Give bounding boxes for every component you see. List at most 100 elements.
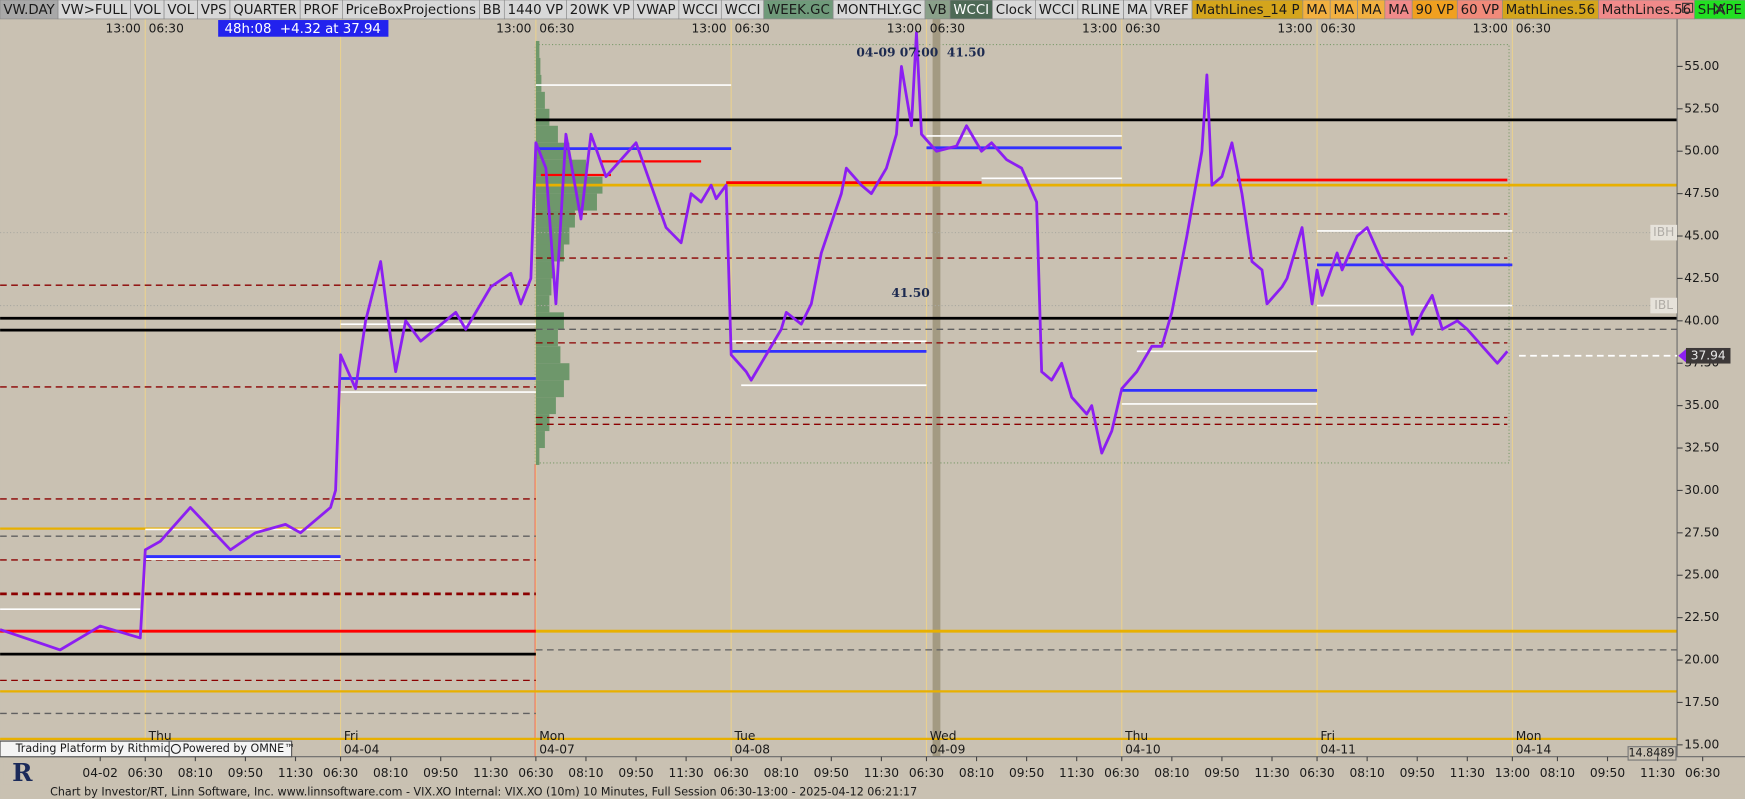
restore-button[interactable] [1682,2,1694,13]
footer-text: Chart by Investor/RT, Linn Software, Inc… [50,785,917,798]
volume-profile-bar [535,346,561,364]
session-open-label: 06:30 [1516,21,1551,35]
volume-profile-bar [535,40,540,58]
ib-box [1650,224,1678,241]
volume-profile-bar [535,448,540,465]
toolbar-button-label[interactable]: WCCI [1039,3,1075,18]
x-tick-label: 09:50 [1204,766,1239,780]
x-tick-label: 08:10 [764,766,799,780]
session-open-label: 06:30 [1125,21,1160,35]
x-tick-label: 11:30 [473,766,508,780]
x-tick-label: 09:50 [1590,766,1625,780]
annotation: 41.50 [891,286,929,300]
session-open-label: 06:30 [735,21,770,35]
x-tick-label: 11:30 [1640,766,1675,780]
toolbar-button-label[interactable]: 20WK VP [570,3,630,18]
weekday-label: Mon [1516,729,1542,743]
toolbar-button-label[interactable]: MA [1127,3,1149,18]
volume-profile-bar [535,295,550,313]
toolbar-button-label[interactable]: VB [928,3,946,18]
session-open-label: 06:30 [930,21,965,35]
date-label: 04-08 [735,743,771,757]
toolbar-button-label[interactable]: 60 VP [1461,3,1499,18]
toolbar-button-label[interactable]: MA [1361,3,1383,18]
toolbar-button-label[interactable]: VW.DAY [3,3,55,18]
y-tick-label: 20.00 [1684,653,1719,667]
toolbar-button-label[interactable]: Clock [996,3,1033,18]
x-tick-label: 04-02 [82,766,118,780]
toolbar-button-label[interactable]: MA [1334,3,1356,18]
x-tick-label: 11:30 [278,766,313,780]
toolbar-button-label[interactable]: VOL [167,3,194,18]
toolbar-button-label[interactable]: VWAP [637,3,676,18]
status-text: 48h:08 +4.32 at 37.94 [225,22,381,37]
weekday-label: Mon [539,729,565,743]
toolbar-button-label[interactable]: WEEK.GC [767,3,830,18]
x-tick-label: 09:50 [1009,766,1044,780]
toolbar-button-label[interactable]: WCCI [953,3,989,18]
date-label: 04-14 [1516,743,1552,757]
toolbar-button-label[interactable]: MONTHLY.GC [836,3,921,18]
weekday-label: Fri [1320,729,1335,743]
toolbar-button-label[interactable]: WCCI [682,3,718,18]
toolbar-button-label[interactable]: MathLines_14 P [1195,3,1299,18]
x-tick-label: 06:30 [1299,766,1334,780]
status-box [218,20,389,37]
toolbar-button-label[interactable]: MA [1306,3,1328,18]
session-close-label: 13:00 [691,21,726,35]
omne-icon [170,743,181,754]
toolbar-button-label[interactable]: 1440 VP [508,3,563,18]
toolbar-button-label[interactable]: VOL [134,3,161,18]
toolbar-button-label[interactable]: PROF [304,3,340,18]
date-label: 04-10 [1125,743,1161,757]
weekday-label: Fri [344,729,359,743]
volume-profile-bar [535,397,556,415]
y-tick-label: 45.00 [1684,229,1719,243]
corner-value: 14.8489 [1628,746,1674,759]
corner-box [1627,746,1677,761]
y-tick-label: 22.50 [1684,610,1719,624]
toolbar-button-label[interactable]: RLINE [1081,3,1120,18]
session-open-label: 06:30 [149,21,184,35]
y-tick-label: 32.50 [1684,441,1719,455]
toolbar-button-label[interactable]: WCCI [725,3,761,18]
x-tick-label: 06:30 [128,766,163,780]
ib-label: IBH [1653,225,1674,239]
toolbar-button-label[interactable]: MathLines.56 [1602,3,1691,18]
rithmic-text: Trading Platform by Rithmic™ [15,742,181,755]
window-controls[interactable] [1682,2,1726,16]
footer-bar [0,784,1745,799]
toolbar-button-label[interactable]: VW>FULL [61,3,127,18]
session-close-label: 13:00 [887,21,922,35]
toolbar-button-label[interactable]: 90 VP [1416,3,1454,18]
volume-profile-bar [535,329,558,347]
y-tick-label: 50.00 [1684,144,1719,158]
y-tick-label: 27.50 [1684,525,1719,539]
x-tick-label: 06:30 [1104,766,1139,780]
x-tick-label: 11:30 [1450,766,1485,780]
toolbar-button-label[interactable]: QUARTER [233,3,297,18]
toolbar-button-label[interactable]: MathLines.56 [1506,3,1595,18]
session-close-label: 13:00 [1473,21,1508,35]
weekday-label: Tue [734,729,756,743]
y-tick-label: 42.50 [1684,271,1719,285]
close-button[interactable] [1713,2,1726,16]
session-close-label: 13:00 [1277,21,1312,35]
y-tick-label: 55.00 [1684,59,1719,73]
volume-profile-bar [535,91,545,109]
x-tick-label: 09:50 [814,766,849,780]
toolbar-button-label[interactable]: BB [483,3,501,18]
x-tick-label: 11:30 [668,766,703,780]
toolbar-button-label[interactable]: VREF [1154,3,1189,18]
toolbar-button-label[interactable]: PriceBoxProjections [346,3,476,18]
volume-profile-bar [535,261,554,279]
toolbar-button-label[interactable]: MA [1388,3,1410,18]
logo-mark: R [12,758,33,787]
x-tick-label: 11:30 [1059,766,1094,780]
y-tick-label: 35.00 [1684,398,1719,412]
x-tick-label: 08:10 [1540,766,1575,780]
session-open-label: 06:30 [539,21,574,35]
toolbar-button-label[interactable]: VPS [201,3,227,18]
date-label: 04-09 [930,743,966,757]
